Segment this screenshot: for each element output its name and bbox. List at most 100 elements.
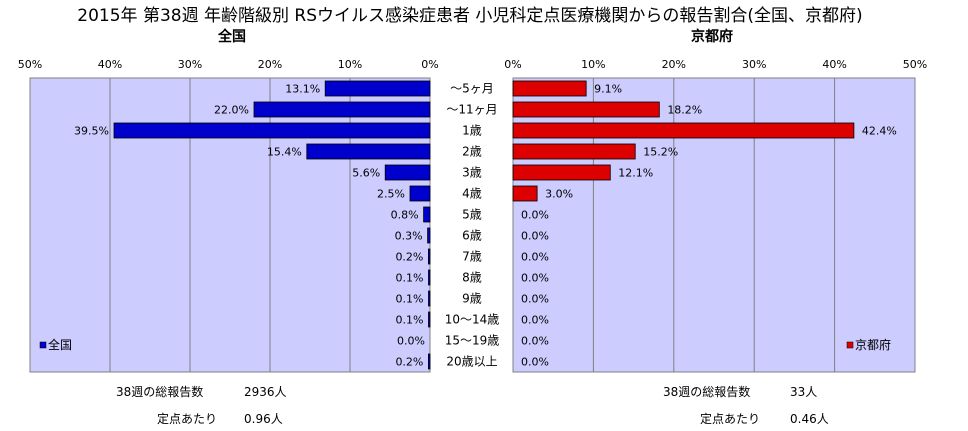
x-tick-label: 20% bbox=[258, 58, 282, 71]
data-label-kyoto: 0.0% bbox=[521, 251, 549, 264]
bar-national bbox=[428, 290, 431, 307]
legend-swatch-kyoto bbox=[846, 341, 854, 349]
bar-kyoto bbox=[512, 80, 587, 97]
x-tick-label: 10% bbox=[338, 58, 362, 71]
plot-area-national bbox=[29, 77, 431, 373]
data-label-national: 22.0% bbox=[214, 104, 249, 117]
bar-kyoto bbox=[512, 143, 636, 160]
age-category-labels: 〜5ヶ月〜11ヶ月 1歳 2歳 3歳 4歳 5歳 6歳 7歳 8歳 9歳 10〜14歳 15〜19歳 2… bbox=[445, 82, 500, 369]
bar-national bbox=[253, 101, 431, 118]
x-tick-label: 40% bbox=[822, 58, 846, 71]
age-category-label: 9歳 bbox=[462, 292, 482, 306]
kyoto-total-value: 33人 bbox=[790, 385, 817, 399]
x-tick-label: 50% bbox=[903, 58, 927, 71]
data-label-kyoto: 9.1% bbox=[594, 83, 622, 96]
data-label-national: 39.5% bbox=[74, 125, 109, 138]
bar-national bbox=[384, 164, 431, 181]
age-category-label: 2歳 bbox=[462, 145, 482, 159]
age-category-label: 〜11ヶ月 bbox=[446, 103, 497, 117]
data-label-kyoto: 0.0% bbox=[521, 314, 549, 327]
bar-kyoto bbox=[512, 185, 538, 202]
x-tick-label: 30% bbox=[742, 58, 766, 71]
national-per-label: 定点あたり bbox=[157, 411, 217, 426]
bar-national bbox=[428, 269, 431, 286]
x-tick-label: 30% bbox=[178, 58, 202, 71]
age-category-label: 4歳 bbox=[462, 187, 482, 201]
data-label-national: 0.8% bbox=[391, 209, 419, 222]
data-label-kyoto: 15.2% bbox=[643, 146, 678, 159]
data-label-national: 0.3% bbox=[395, 230, 423, 243]
data-label-national: 2.5% bbox=[377, 188, 405, 201]
bar-kyoto bbox=[512, 122, 855, 139]
data-label-kyoto: 0.0% bbox=[521, 272, 549, 285]
x-tick-label: 10% bbox=[581, 58, 605, 71]
panel-title-kyoto: 京都府 bbox=[691, 28, 733, 45]
bar-national bbox=[409, 185, 431, 202]
age-category-label: 3歳 bbox=[462, 166, 482, 180]
bar-national bbox=[306, 143, 431, 160]
legend-national: 全国 bbox=[39, 337, 72, 352]
bar-national bbox=[324, 80, 431, 97]
legend-label-kyoto: 京都府 bbox=[855, 337, 891, 352]
chart-title: 2015年 第38週 年齢階級別 RSウイルス感染症患者 小児科定点医療機関から… bbox=[77, 6, 862, 26]
data-label-national: 0.0% bbox=[397, 335, 425, 348]
data-label-national: 0.2% bbox=[395, 251, 423, 264]
x-tick-label: 20% bbox=[662, 58, 686, 71]
legend-label-national: 全国 bbox=[48, 337, 72, 352]
x-tick-label: 40% bbox=[98, 58, 122, 71]
x-tick-label: 0% bbox=[504, 58, 521, 71]
national-per-value: 0.96人 bbox=[244, 412, 283, 426]
x-axis-ticks-kyoto: 0% 10% 20% 30% 40% 50% bbox=[504, 58, 927, 71]
x-tick-label: 0% bbox=[421, 58, 438, 71]
age-category-label: 〜5ヶ月 bbox=[450, 82, 494, 96]
bar-national bbox=[423, 206, 431, 223]
data-label-kyoto: 18.2% bbox=[667, 104, 702, 117]
bar-national bbox=[427, 227, 431, 244]
data-label-kyoto: 0.0% bbox=[521, 356, 549, 369]
footer-national: 38週の総報告数 2936人 定点あたり 0.96人 bbox=[116, 384, 287, 426]
bar-national bbox=[428, 311, 431, 328]
data-label-kyoto: 0.0% bbox=[521, 209, 549, 222]
data-label-national: 13.1% bbox=[285, 83, 320, 96]
age-category-label: 8歳 bbox=[462, 271, 482, 285]
age-category-label: 10〜14歳 bbox=[445, 313, 500, 327]
bar-national bbox=[427, 248, 431, 265]
kyoto-total-label: 38週の総報告数 bbox=[663, 384, 750, 399]
data-label-kyoto: 42.4% bbox=[862, 125, 897, 138]
age-category-label: 1歳 bbox=[462, 124, 482, 138]
data-label-national: 0.1% bbox=[396, 314, 424, 327]
bars-kyoto bbox=[512, 80, 855, 202]
kyoto-per-label: 定点あたり bbox=[700, 411, 760, 426]
data-label-kyoto: 0.0% bbox=[521, 293, 549, 306]
bar-national bbox=[427, 353, 431, 370]
x-tick-label: 50% bbox=[18, 58, 42, 71]
bars-national bbox=[113, 80, 431, 370]
data-label-national: 0.1% bbox=[396, 293, 424, 306]
legend-swatch-national bbox=[39, 341, 47, 349]
plot-area-kyoto bbox=[512, 77, 916, 373]
data-label-national: 0.2% bbox=[395, 356, 423, 369]
national-total-value: 2936人 bbox=[244, 385, 287, 399]
bar-kyoto bbox=[512, 101, 660, 118]
national-total-label: 38週の総報告数 bbox=[116, 384, 203, 399]
x-axis-ticks-national: 50% 40% 30% 20% 10% 0% bbox=[18, 58, 439, 71]
age-category-label: 20歳以上 bbox=[446, 355, 497, 369]
data-labels-kyoto: 9.1% 18.2% 42.4% 15.2% 12.1% 3.0% 0.0% 0.0% 0.0%… bbox=[521, 83, 897, 369]
panel-title-national: 全国 bbox=[217, 28, 246, 45]
data-label-national: 0.1% bbox=[396, 272, 424, 285]
data-label-kyoto: 0.0% bbox=[521, 230, 549, 243]
data-labels-national: 13.1% 22.0% 39.5% 15.4% 5.6% 2.5% 0.8% 0.3% 0.2%… bbox=[74, 83, 425, 369]
data-label-kyoto: 0.0% bbox=[521, 335, 549, 348]
age-category-label: 5歳 bbox=[462, 208, 482, 222]
data-label-kyoto: 12.1% bbox=[618, 167, 653, 180]
kyoto-per-value: 0.46人 bbox=[790, 412, 829, 426]
age-category-label: 7歳 bbox=[462, 250, 482, 264]
footer-kyoto: 38週の総報告数 33人 定点あたり 0.46人 bbox=[663, 384, 829, 426]
legend-kyoto: 京都府 bbox=[846, 337, 891, 352]
data-label-national: 5.6% bbox=[352, 167, 380, 180]
bar-kyoto bbox=[512, 164, 611, 181]
data-label-national: 15.4% bbox=[267, 146, 302, 159]
bar-national bbox=[113, 122, 431, 139]
